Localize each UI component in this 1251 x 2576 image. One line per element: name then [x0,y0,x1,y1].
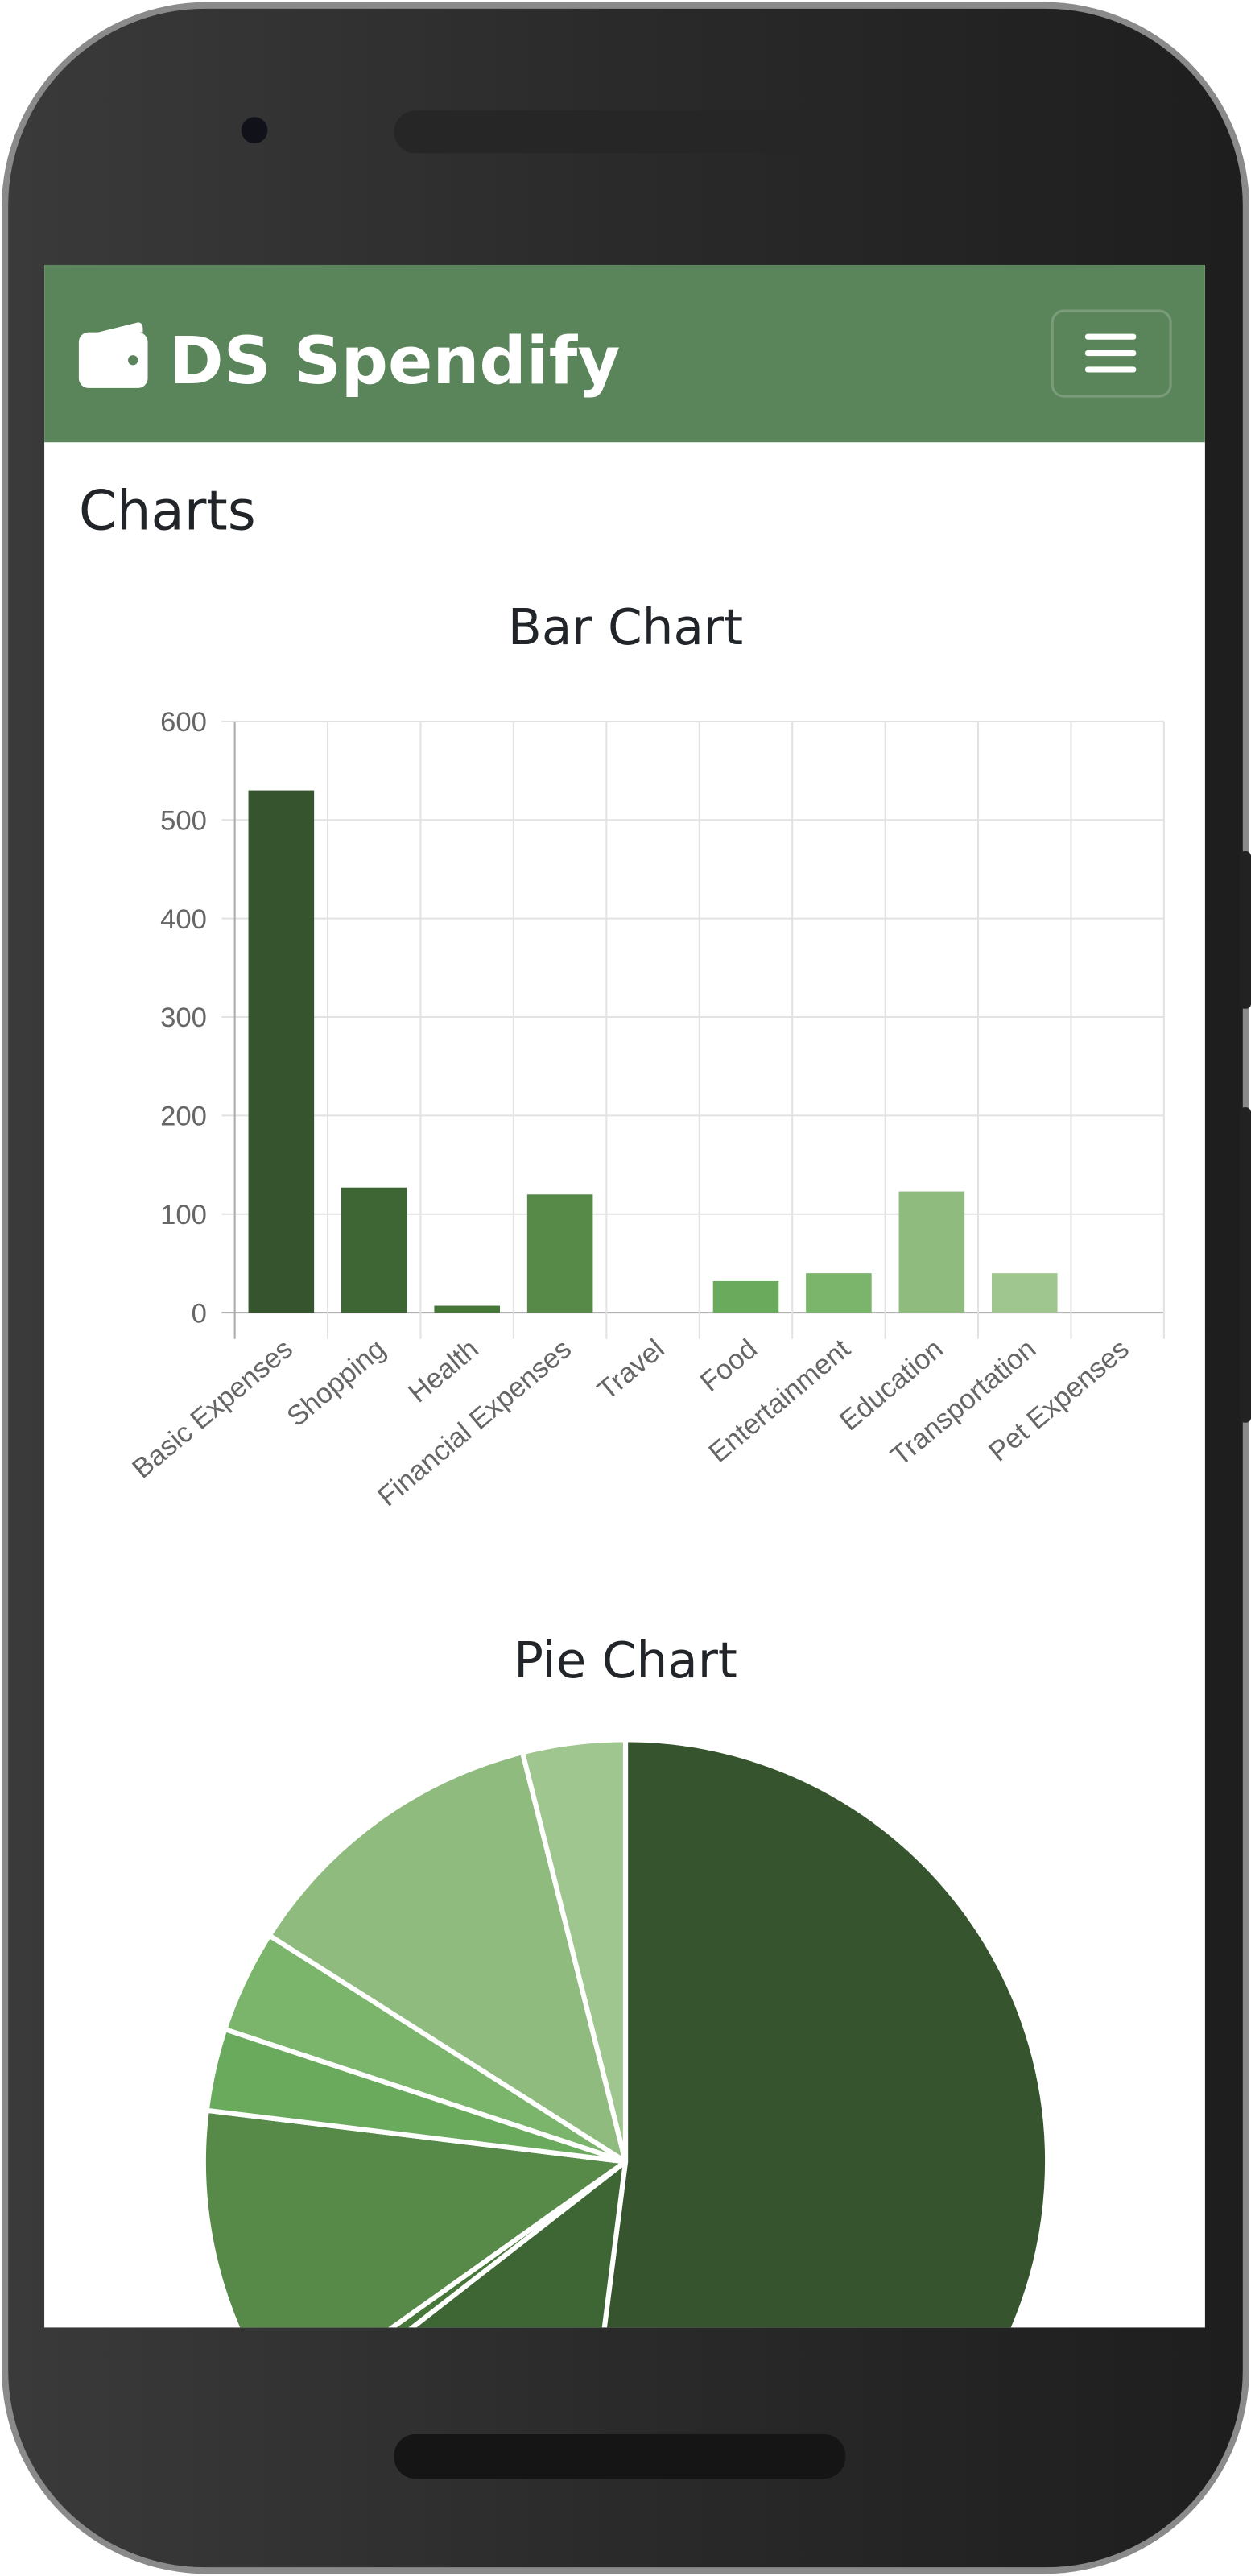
pie-slice [200,2107,629,2328]
side-button [1239,851,1251,1009]
speaker [394,2433,846,2479]
chart-title: Bar Chart [508,599,743,656]
y-tick-label: 300 [160,1003,207,1033]
bar [526,1194,593,1313]
bar [434,1305,500,1313]
bar [341,1187,407,1313]
page-heading: Charts [79,479,256,542]
y-tick-label: 200 [160,1102,207,1132]
bar [806,1273,872,1313]
navbar[interactable] [44,264,1205,443]
camera [241,117,268,144]
pie-slice [601,1737,1051,2328]
speaker [394,110,854,154]
bar [712,1280,779,1313]
wallet-icon [78,322,148,388]
bar [898,1191,965,1313]
y-tick-label: 100 [160,1200,207,1230]
side-button [1239,1107,1251,1423]
menu-button[interactable] [1051,309,1172,398]
bar [991,1273,1058,1313]
y-tick-label: 400 [160,904,207,935]
y-tick-label: 600 [160,707,207,738]
bar [248,790,315,1313]
y-tick-label: 500 [160,806,207,837]
pie-slice [266,1750,629,2165]
brand[interactable]: DS Spendify [169,323,620,399]
y-tick-label: 0 [192,1298,207,1329]
chart-title: Pie Chart [514,1632,737,1689]
